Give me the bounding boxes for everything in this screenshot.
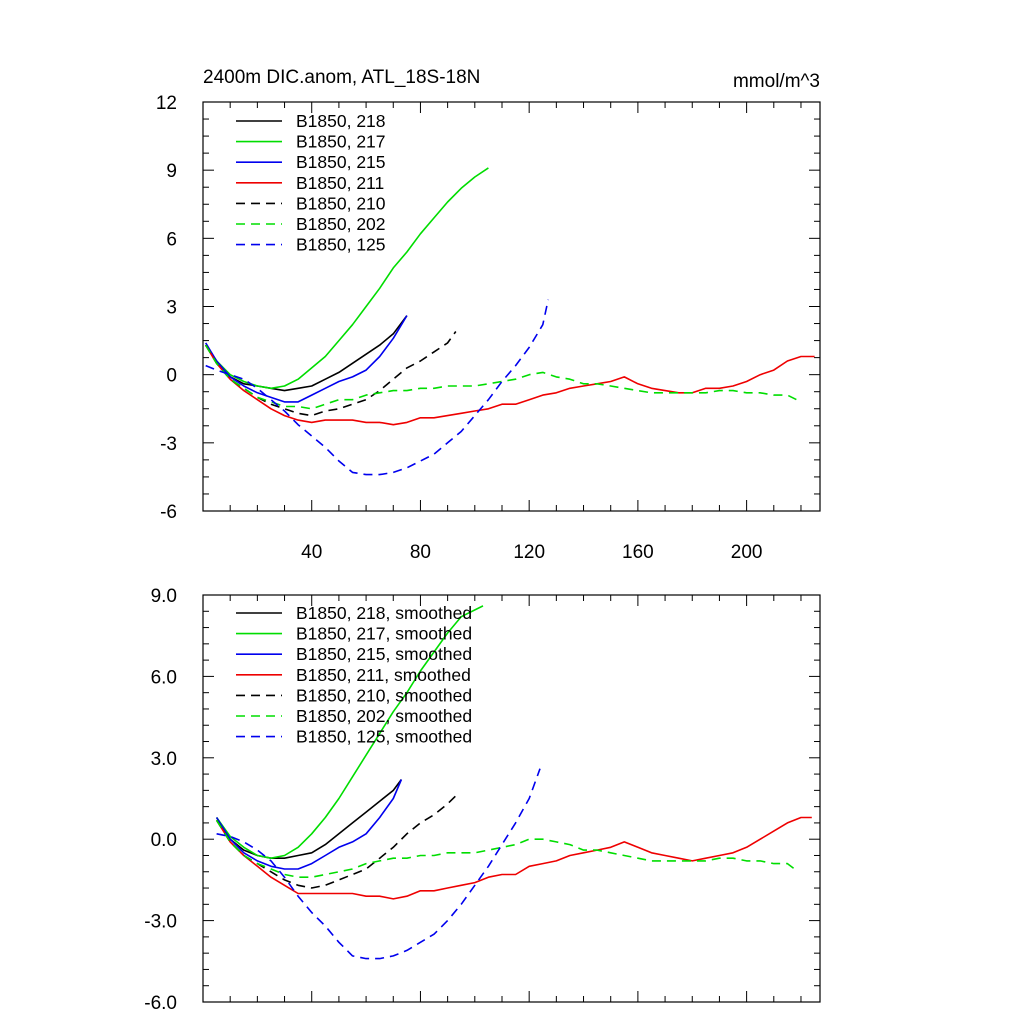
legend-label: B1850, 218 — [296, 111, 386, 131]
y-tick-label: -3.0 — [144, 912, 177, 933]
y-tick-label: 0 — [166, 366, 177, 387]
y-tick-label: -6.0 — [144, 993, 177, 1014]
y-tick-label: 12 — [156, 93, 177, 114]
legend-label: B1850, 125 — [296, 235, 386, 255]
series-line — [215, 779, 403, 859]
y-tick-label: 3 — [166, 298, 177, 319]
x-tick-label: 160 — [622, 542, 654, 563]
y-tick-label: 9.0 — [151, 586, 177, 607]
series-line — [215, 605, 484, 859]
chart-title: 2400m DIC.anom, ATL_18S-18N — [203, 67, 480, 88]
legend-label: B1850, 210, smoothed — [296, 685, 472, 705]
plot-frame — [202, 594, 821, 1003]
series-line — [205, 299, 549, 476]
series-line — [215, 795, 457, 889]
legend-label: B1850, 218, smoothed — [296, 603, 472, 623]
legend-label: B1850, 125, smoothed — [296, 727, 472, 747]
x-tick-label: 200 — [731, 542, 763, 563]
legend-label: B1850, 217 — [296, 132, 386, 152]
x-tick-label: 80 — [410, 542, 431, 563]
y-tick-label: 3.0 — [151, 749, 177, 770]
series-line — [215, 819, 799, 878]
y-tick-label: 6.0 — [151, 667, 177, 688]
series-line — [205, 315, 408, 403]
series-line — [205, 344, 802, 410]
series-line — [215, 816, 812, 900]
legend-label: B1850, 202, smoothed — [296, 706, 472, 726]
bottom-panel: -6.0 -3.0 0.0 3.0 6.0 9.0 B1850, 218, smoothed… — [144, 586, 821, 1014]
series-line — [215, 779, 403, 870]
y-tick-label: 9 — [166, 161, 177, 182]
plot-frame — [202, 101, 821, 512]
y-tick-label: 6 — [166, 229, 177, 250]
series-line — [205, 344, 815, 426]
units-label: mmol/m^3 — [733, 71, 820, 92]
series-line — [216, 768, 541, 960]
x-tick-label: 120 — [513, 542, 545, 563]
legend-label: B1850, 215 — [296, 152, 386, 172]
y-tick-label: 0.0 — [151, 830, 177, 851]
legend-label: B1850, 215, smoothed — [296, 644, 472, 664]
series-line — [205, 315, 408, 392]
legend-label: B1850, 202 — [296, 214, 386, 234]
y-tick-label: -3 — [160, 434, 177, 455]
y-tick-label: -6 — [160, 502, 177, 523]
legend-label: B1850, 217, smoothed — [296, 624, 472, 644]
x-tick-label: 40 — [301, 542, 322, 563]
legend-label: B1850, 210 — [296, 193, 386, 213]
legend-label: B1850, 211 — [296, 173, 384, 193]
legend-label: B1850, 211, smoothed — [296, 665, 471, 685]
